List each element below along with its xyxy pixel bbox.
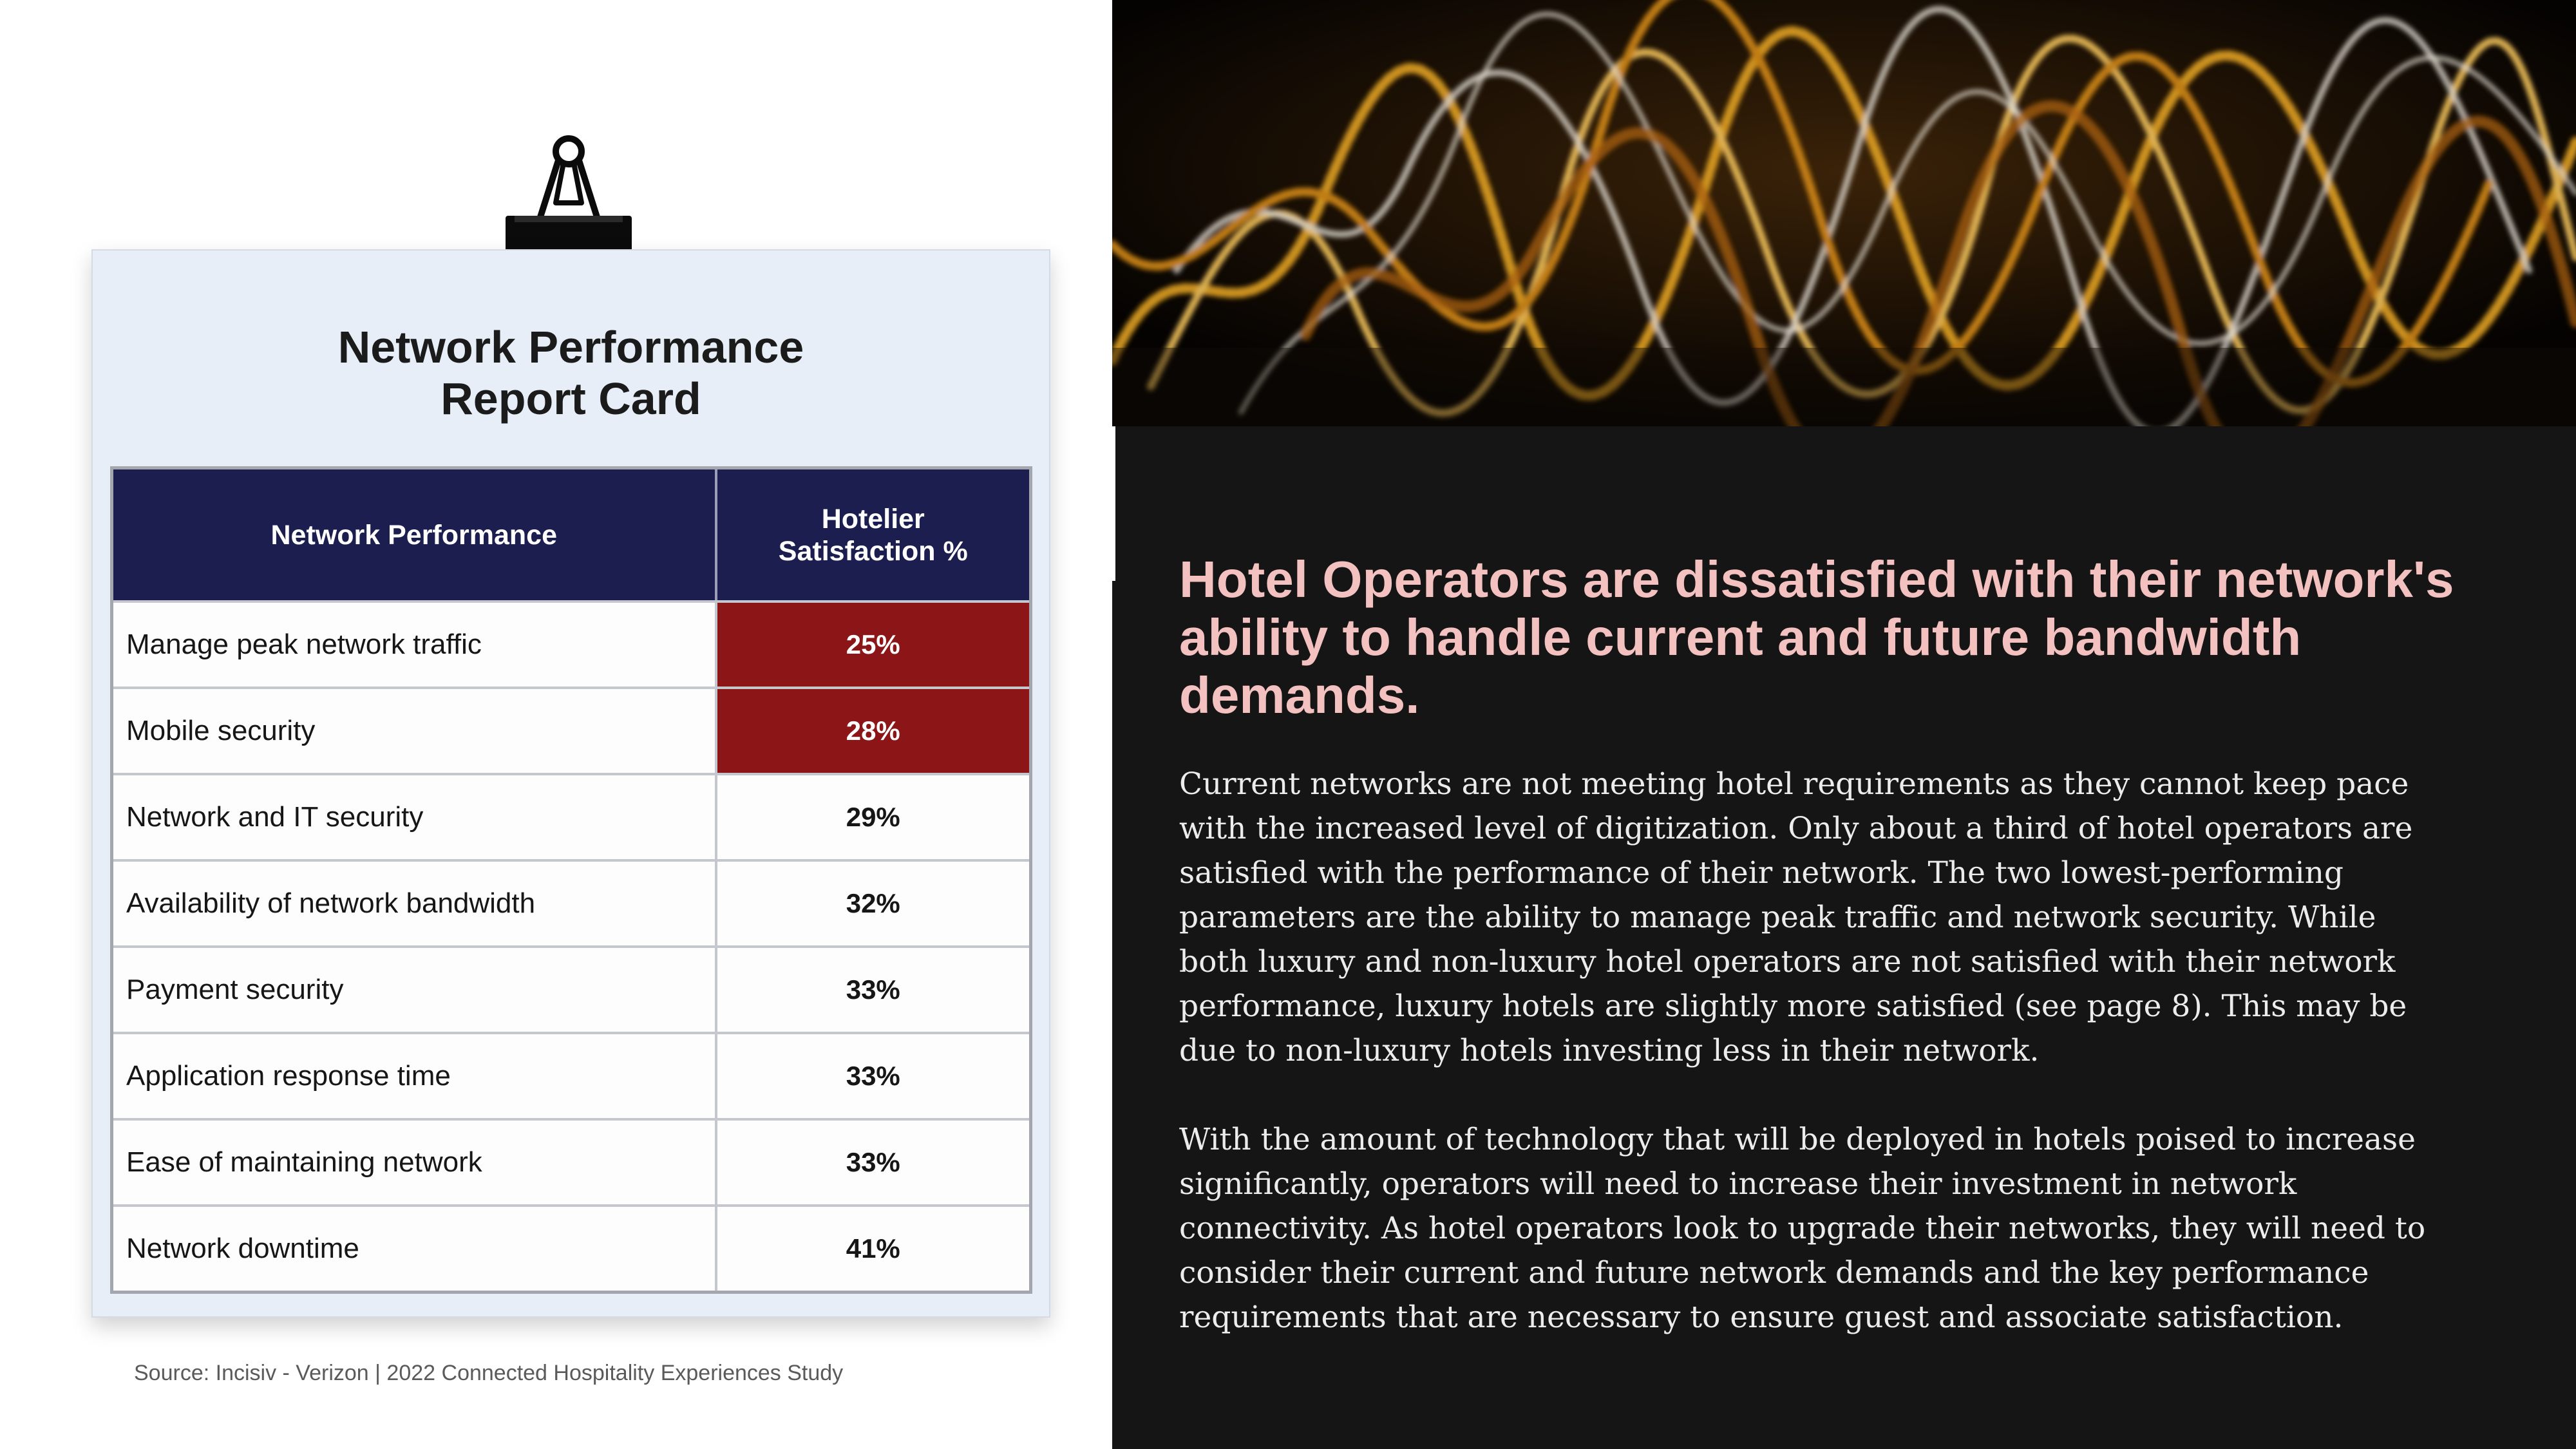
table-header-row: Network Performance Hotelier Satisfactio… <box>110 466 1032 603</box>
row-value: 33% <box>714 1032 1032 1121</box>
row-value: 25% <box>714 600 1032 689</box>
row-label: Network and IT security <box>110 773 717 862</box>
table-row: Application response time 33% <box>110 1032 1032 1121</box>
row-label: Payment security <box>110 945 717 1034</box>
row-label: Network downtime <box>110 1204 717 1294</box>
source-caption: Source: Incisiv - Verizon | 2022 Connect… <box>134 1361 844 1385</box>
row-label: Manage peak network traffic <box>110 600 717 689</box>
row-label: Application response time <box>110 1032 717 1121</box>
row-value: 32% <box>714 859 1032 948</box>
row-value: 33% <box>714 945 1032 1034</box>
article-headline: Hotel Operators are dissatisfied with th… <box>1179 551 2454 724</box>
table-row: Manage peak network traffic 25% <box>110 600 1032 689</box>
article-paragraph-2: With the amount of technology that will … <box>1179 1122 2426 1335</box>
article-paragraph-1: Current networks are not meeting hotel r… <box>1179 766 2413 1068</box>
column-header-network-performance: Network Performance <box>110 466 717 603</box>
table-row: Payment security 33% <box>110 945 1032 1034</box>
table-row: Availability of network bandwidth 32% <box>110 859 1032 948</box>
row-value: 28% <box>714 687 1032 775</box>
table-row: Ease of maintaining network 33% <box>110 1118 1032 1207</box>
table-row: Mobile security 28% <box>110 687 1032 775</box>
article-panel: Hotel Operators are dissatisfied with th… <box>1112 0 2576 1449</box>
column-header-satisfaction-text: Hotelier Satisfaction % <box>778 503 968 567</box>
report-card-table: Network Performance Hotelier Satisfactio… <box>110 466 1032 1294</box>
row-label: Availability of network bandwidth <box>110 859 717 948</box>
row-label: Mobile security <box>110 687 717 775</box>
table-row: Network downtime 41% <box>110 1204 1032 1294</box>
row-value: 33% <box>714 1118 1032 1207</box>
row-label: Ease of maintaining network <box>110 1118 717 1207</box>
row-value: 29% <box>714 773 1032 862</box>
column-header-satisfaction: Hotelier Satisfaction % <box>714 466 1032 603</box>
light-trails-image <box>1112 0 2576 426</box>
report-card-title: Network Performance Report Card <box>337 322 804 424</box>
row-value: 41% <box>714 1204 1032 1294</box>
panel-edge-divider <box>1112 426 1115 581</box>
table-row: Network and IT security 29% <box>110 773 1032 862</box>
report-card: Network Performance Report Card Network … <box>91 249 1050 1318</box>
